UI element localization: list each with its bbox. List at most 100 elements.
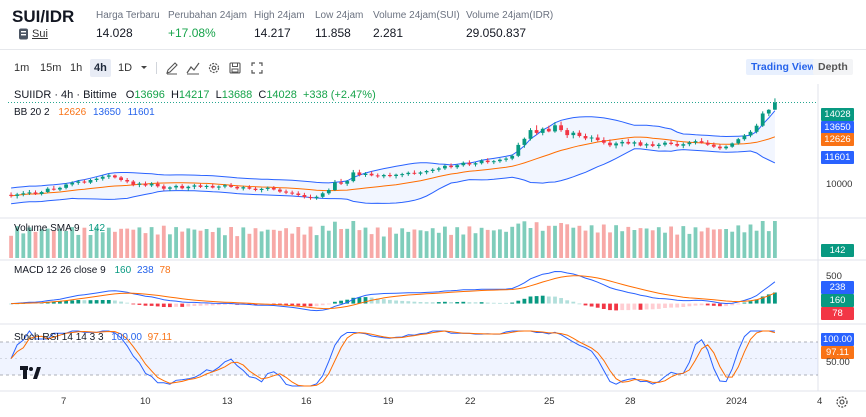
candle-body xyxy=(742,135,747,140)
volume-bar xyxy=(15,226,20,258)
macd-histogram-bar xyxy=(113,300,117,304)
volume-bar xyxy=(76,234,81,258)
candle-body xyxy=(70,182,75,185)
macd-histogram-bar xyxy=(491,302,496,304)
macd-histogram-bar xyxy=(687,303,692,307)
macd-histogram-bar xyxy=(760,296,765,304)
volume-bar xyxy=(608,232,612,258)
chevron-down-icon[interactable] xyxy=(139,62,149,72)
volume-bar xyxy=(663,232,667,258)
macd-histogram-bar xyxy=(663,303,667,308)
candle-body xyxy=(296,193,301,195)
timeframe-1m[interactable]: 1m xyxy=(14,62,30,74)
volume-bar xyxy=(742,232,747,258)
candle-body xyxy=(644,144,649,146)
volume-bar xyxy=(650,230,655,258)
market-header: SUI/IDR Sui Harga Terbaru 14.028 Perubah… xyxy=(0,0,866,50)
open-value: 13696 xyxy=(134,89,165,101)
candle-body xyxy=(608,142,612,146)
trading-view-tab[interactable]: Trading View xyxy=(746,59,821,75)
candle-body xyxy=(21,193,26,195)
bb-upper-badge: 13650 xyxy=(821,121,854,134)
macd-histogram-bar xyxy=(174,303,178,307)
x-label: 7 xyxy=(61,396,67,407)
x-label: 22 xyxy=(465,396,476,407)
candle-body xyxy=(265,187,270,189)
save-snapshot-icon[interactable] xyxy=(228,61,242,75)
macd-histogram-bar xyxy=(125,302,130,304)
volume-bar xyxy=(388,227,392,258)
macd-histogram-bar xyxy=(278,303,282,305)
candle-body xyxy=(174,185,178,188)
volume-bar xyxy=(766,231,771,258)
candle-body xyxy=(180,185,185,189)
chart-settings-icon[interactable] xyxy=(835,395,849,409)
pencil-draw-icon[interactable] xyxy=(165,61,179,75)
candle-body xyxy=(168,187,172,189)
volume-bar xyxy=(27,227,32,258)
volume-bar xyxy=(70,227,75,258)
macd-histogram-bar xyxy=(644,303,649,310)
candle-body xyxy=(754,125,759,132)
volume-bar xyxy=(681,226,686,258)
stat-label: Perubahan 24jam xyxy=(168,10,247,21)
macd-histogram-bar xyxy=(314,303,319,307)
candle-body xyxy=(577,132,582,136)
volume-bar xyxy=(143,233,148,258)
volume-bar xyxy=(320,225,325,258)
stat-value: 11.858 xyxy=(315,26,351,40)
volume-bar xyxy=(296,227,301,258)
macd-line-badge: 238 xyxy=(821,281,854,294)
candle-body xyxy=(259,188,264,190)
volume-bar xyxy=(705,227,710,258)
timeframe-1d[interactable]: 1D xyxy=(118,62,133,74)
volume-bar xyxy=(119,228,123,258)
volume-bar xyxy=(626,226,631,258)
candle-body xyxy=(546,128,551,132)
toolbar-divider xyxy=(156,62,157,74)
x-label: 25 xyxy=(544,396,555,407)
macd-histogram-bar xyxy=(345,299,350,304)
high-value: 14217 xyxy=(178,89,210,101)
volume-bar xyxy=(498,229,502,258)
macd-histogram-bar xyxy=(204,303,209,306)
macd-hist-value: 160 xyxy=(114,265,132,276)
volume-bar xyxy=(106,227,111,258)
macd-histogram-bar xyxy=(461,301,466,304)
macd-histogram-bar xyxy=(766,294,771,304)
macd-histogram-bar xyxy=(424,302,429,304)
coin-link[interactable]: Sui xyxy=(32,28,48,40)
timeframe-4h[interactable]: 4h xyxy=(90,59,111,77)
macd-histogram-bar xyxy=(161,303,166,307)
timeframe-15m[interactable]: 15m xyxy=(40,62,62,74)
macd-histogram-bar xyxy=(516,300,521,304)
timeframe-1h[interactable]: 1h xyxy=(70,62,83,74)
macd-histogram-bar xyxy=(363,297,368,304)
candle-body xyxy=(473,163,478,165)
candle-body xyxy=(161,186,166,189)
volume-bar xyxy=(522,221,527,258)
macd-histogram-bar xyxy=(326,303,331,305)
macd-histogram-bar xyxy=(76,300,81,304)
macd-histogram-bar xyxy=(559,298,563,304)
candle-body xyxy=(699,141,704,143)
settings-gear-icon[interactable] xyxy=(207,61,221,75)
bb-lower-badge: 11601 xyxy=(821,151,854,164)
bb-basis-badge: 12626 xyxy=(821,133,854,146)
macd-histogram-bar xyxy=(106,300,111,304)
candle-body xyxy=(773,102,777,110)
macd-histogram-bar xyxy=(583,303,588,306)
candle-body xyxy=(229,185,233,187)
fullscreen-icon[interactable] xyxy=(250,61,264,75)
macd-histogram-bar xyxy=(748,301,753,304)
stat-label: Harga Terbaru xyxy=(96,10,160,21)
depth-tab[interactable]: Depth xyxy=(813,59,853,75)
price-badge: 14028 xyxy=(821,108,854,121)
indicators-icon[interactable] xyxy=(186,61,200,75)
volume-bar xyxy=(326,230,331,258)
chart-area[interactable] xyxy=(0,84,866,417)
candle-body xyxy=(418,172,423,174)
volume-bar xyxy=(479,227,484,258)
volume-bar xyxy=(58,228,62,258)
candle-body xyxy=(45,188,50,192)
